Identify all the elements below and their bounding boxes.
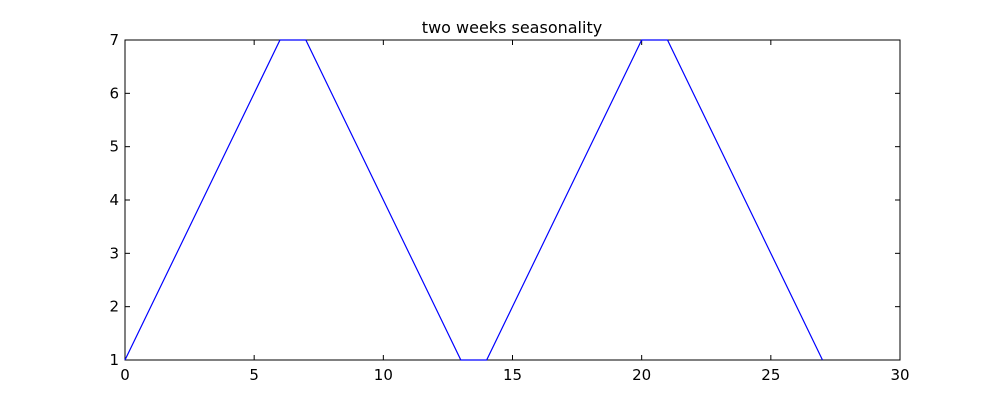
x-tick-label: 20 <box>632 366 651 384</box>
x-tick-label: 0 <box>120 366 130 384</box>
chart-title: two weeks seasonality <box>422 18 602 37</box>
x-tick-label: 15 <box>503 366 522 384</box>
y-tick-label: 3 <box>109 244 119 262</box>
y-tick-label: 2 <box>109 298 119 316</box>
x-tick-label: 5 <box>249 366 259 384</box>
y-tick-label: 5 <box>109 138 119 156</box>
x-tick-label: 25 <box>761 366 780 384</box>
axis-ticks <box>124 39 901 361</box>
series-line <box>124 39 824 361</box>
x-tick-label: 30 <box>890 366 909 384</box>
x-tick-label: 10 <box>374 366 393 384</box>
y-tick-label: 4 <box>109 191 119 209</box>
y-tick-label: 6 <box>109 84 119 102</box>
series-layer <box>124 39 824 361</box>
plot-area-frame <box>124 39 901 361</box>
y-tick-label: 1 <box>109 351 119 369</box>
axis-tick-labels: 0 5 10 15 20 25 30 1 2 3 4 5 6 7 <box>109 31 909 384</box>
y-tick-label: 7 <box>109 31 119 49</box>
